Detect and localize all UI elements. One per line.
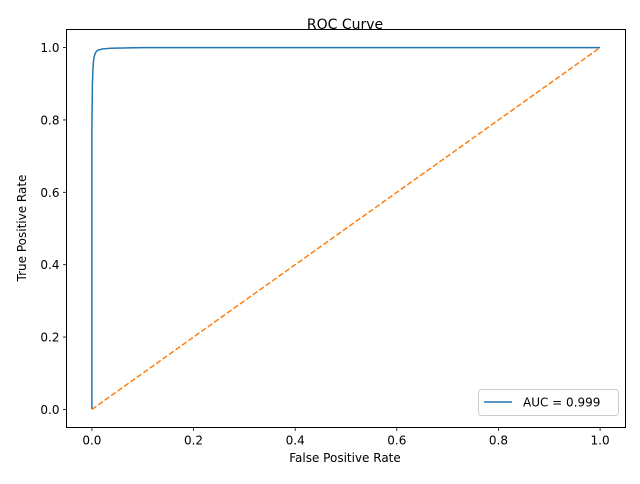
series-line-1	[91, 46, 601, 411]
x-tick-label: 0.0	[82, 434, 101, 448]
y-tick-label: 1.0	[40, 41, 59, 55]
plot-frame	[66, 29, 626, 428]
y-tick-label: 0.2	[40, 331, 59, 345]
chart-title: ROC Curve	[307, 17, 383, 33]
y-tick-label: 0.4	[40, 258, 59, 272]
x-tick-label: 0.6	[387, 434, 406, 448]
x-tick-label: 0.4	[286, 434, 305, 448]
plot-lines	[91, 46, 601, 411]
series-line-0	[91, 46, 601, 410]
x-tick-label: 1.0	[591, 434, 610, 448]
x-axis-ticks: 0.0 0.2 0.4 0.6 0.8 1.0	[82, 427, 610, 448]
y-tick-label: 0.0	[40, 403, 59, 417]
y-axis-label: True Positive Rate	[15, 175, 29, 283]
y-tick-label: 0.8	[40, 113, 59, 127]
y-axis-ticks: 0.0 0.2 0.4 0.6 0.8 1.0	[40, 41, 67, 417]
x-tick-label: 0.2	[184, 434, 203, 448]
x-axis-label: False Positive Rate	[289, 451, 401, 465]
x-tick-label: 0.8	[489, 434, 508, 448]
legend: AUC = 0.999	[478, 389, 619, 416]
legend-label-series-0: AUC = 0.999	[523, 396, 600, 410]
y-tick-label: 0.6	[40, 186, 59, 200]
legend-box	[478, 389, 619, 416]
